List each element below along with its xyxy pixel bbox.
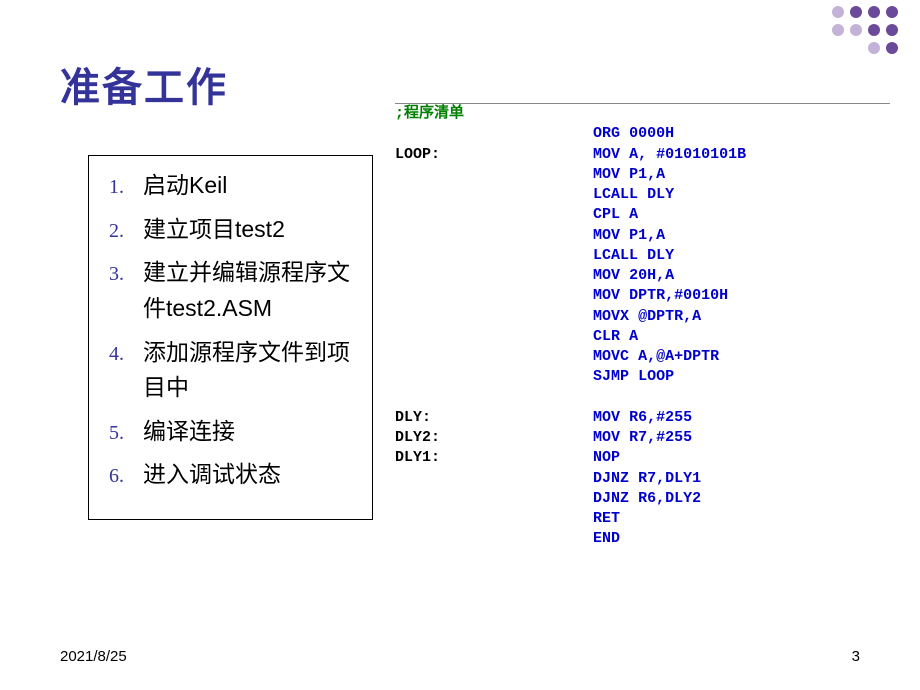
decor-row [832,42,898,54]
code-line: RET [395,509,890,529]
code-line: DJNZ R6,DLY2 [395,489,890,509]
code-line: MOV P1,A [395,165,890,185]
list-text: 启动Keil [143,168,227,204]
list-text: 编译连接 [143,414,235,450]
dot-icon [832,6,844,18]
code-body: ORG 0000HLOOP: MOV A, #01010101B MOV P1,… [395,124,890,549]
dot-icon [886,6,898,18]
dot-icon [868,42,880,54]
decor-row [832,24,898,36]
list-number: 5. [109,418,143,449]
code-line [395,388,890,408]
list-item: 3. 建立并编辑源程序文件test2.ASM [109,255,364,326]
code-line: DJNZ R7,DLY1 [395,469,890,489]
code-line: CLR A [395,327,890,347]
list-text: 建立项目test2 [143,212,285,248]
slide: 准备工作 1. 启动Keil 2. 建立项目test2 3. 建立并编辑源程序文… [0,0,920,690]
steps-box: 1. 启动Keil 2. 建立项目test2 3. 建立并编辑源程序文件test… [88,155,373,520]
list-number: 2. [109,216,143,247]
list-text: 建立并编辑源程序文件test2.ASM [143,255,364,326]
list-item: 5. 编译连接 [109,414,364,450]
code-line: LOOP: MOV A, #01010101B [395,145,890,165]
code-line: DLY2: MOV R7,#255 [395,428,890,448]
list-item: 4. 添加源程序文件到项目中 [109,335,364,406]
footer-date: 2021/8/25 [60,648,127,665]
code-line: LCALL DLY [395,185,890,205]
corner-decoration [832,6,898,54]
code-line: MOV 20H,A [395,266,890,286]
code-line: MOV P1,A [395,226,890,246]
code-line: DLY1: NOP [395,448,890,468]
code-line: END [395,529,890,549]
list-number: 6. [109,461,143,492]
list-item: 1. 启动Keil [109,168,364,204]
dot-icon [886,24,898,36]
list-item: 2. 建立项目test2 [109,212,364,248]
list-item: 6. 进入调试状态 [109,457,364,493]
dot-icon [886,42,898,54]
list-text: 添加源程序文件到项目中 [143,335,364,406]
code-line: MOVX @DPTR,A [395,307,890,327]
code-line: DLY: MOV R6,#255 [395,408,890,428]
dot-icon [850,6,862,18]
decor-row [832,6,898,18]
list-text: 进入调试状态 [143,457,281,493]
dot-icon [868,6,880,18]
code-listing: ;程序清单 ORG 0000HLOOP: MOV A, #01010101B M… [395,103,890,550]
list-number: 1. [109,172,143,203]
code-line: MOV DPTR,#0010H [395,286,890,306]
code-line: LCALL DLY [395,246,890,266]
list-number: 4. [109,339,143,370]
dot-icon [850,24,862,36]
code-line: ORG 0000H [395,124,890,144]
code-line: SJMP LOOP [395,367,890,387]
dot-icon [868,24,880,36]
footer-page: 3 [852,648,860,665]
code-comment: ;程序清单 [395,104,890,124]
dot-icon [832,24,844,36]
code-line: CPL A [395,205,890,225]
code-line: MOVC A,@A+DPTR [395,347,890,367]
list-number: 3. [109,259,143,290]
